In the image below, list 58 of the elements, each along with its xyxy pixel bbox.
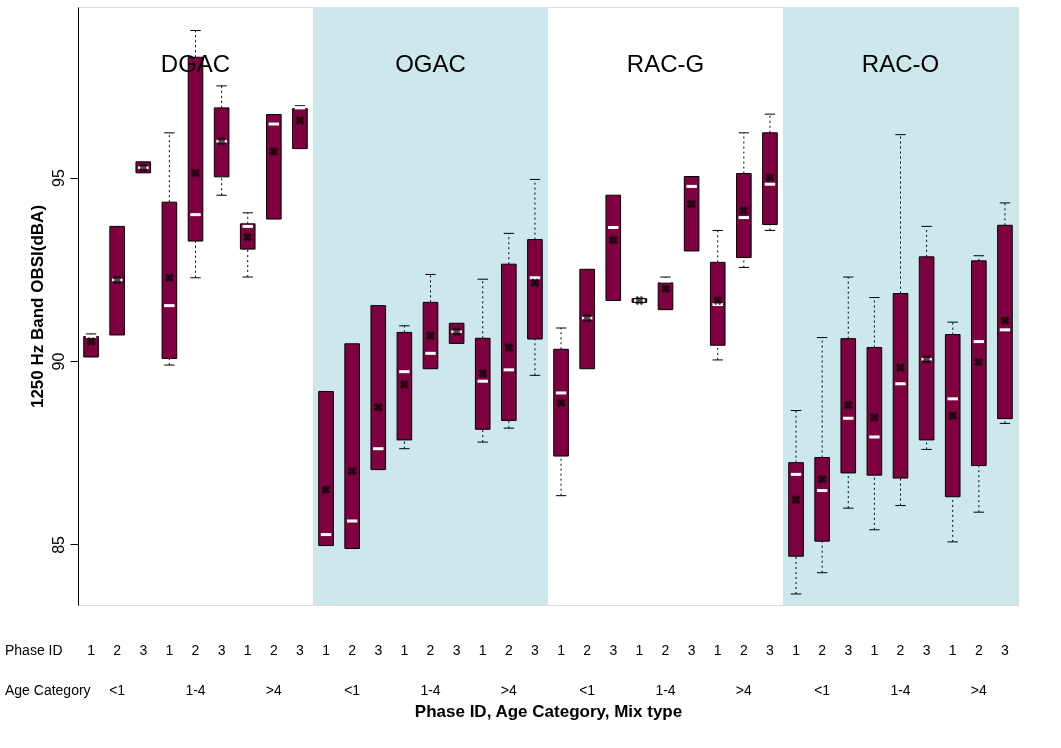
- x-tick-label: 1: [165, 642, 174, 658]
- text: >4: [500, 682, 518, 698]
- x-tick-label: 1: [322, 642, 331, 658]
- x-tick-label: 2: [426, 642, 435, 658]
- text: 1-4: [420, 682, 441, 698]
- x-tick-label: 1: [478, 642, 487, 658]
- y-axis-title: 1250 Hz Band OBSI(dBA): [27, 204, 47, 409]
- text: 1-4: [185, 682, 206, 698]
- text: <1: [109, 682, 126, 698]
- text: Phase ID: [5, 642, 63, 658]
- annotation: RAC-O: [861, 50, 940, 77]
- text: 1-4: [890, 682, 911, 698]
- x-tick-label: 1: [792, 642, 801, 658]
- y-tick-label: 85: [49, 535, 67, 554]
- x-tick-label: 1: [87, 642, 96, 658]
- annotation: OGAC: [395, 50, 466, 77]
- x-tick-label: 3: [609, 642, 618, 658]
- x-tick-label: 2: [348, 642, 357, 658]
- x-tick-label: 3: [139, 642, 148, 658]
- text: >4: [970, 682, 988, 698]
- text: <1: [814, 682, 831, 698]
- x-tick-label: 3: [1001, 642, 1010, 658]
- x-tick-label: 1: [713, 642, 722, 658]
- y-tick-label: 95: [49, 169, 67, 187]
- x-tick-label: 2: [583, 642, 592, 658]
- x-tick-label: 1: [948, 642, 957, 658]
- y-tick-label: 90: [49, 352, 67, 371]
- text: >4: [265, 682, 283, 698]
- text: <1: [579, 682, 596, 698]
- x-tick-label: 2: [191, 642, 200, 658]
- x-tick-label: 2: [739, 642, 748, 658]
- x-tick-label: 2: [661, 642, 670, 658]
- x-tick-label: 1: [635, 642, 644, 658]
- x-tick-label: 3: [374, 642, 383, 658]
- x-axis-title: Phase ID, Age Category, Mix type: [414, 701, 683, 721]
- x-tick-label: 2: [113, 642, 122, 658]
- x-tick-label: 3: [687, 642, 696, 658]
- x-tick-label: 1: [400, 642, 409, 658]
- x-tick-label: 3: [452, 642, 461, 658]
- x-tick-label: 1: [243, 642, 252, 658]
- x-tick-label: 1: [557, 642, 566, 658]
- x-tick-label: 2: [974, 642, 983, 658]
- x-tick-label: 3: [531, 642, 540, 658]
- x-tick-label: 3: [766, 642, 775, 658]
- annotation: RAC-G: [626, 50, 705, 77]
- x-tick-label: 3: [217, 642, 226, 658]
- text: 1-4: [655, 682, 676, 698]
- x-tick-label: 3: [922, 642, 931, 658]
- x-tick-label: 2: [818, 642, 827, 658]
- text: >4: [735, 682, 753, 698]
- text: Age Category: [5, 682, 91, 698]
- text: <1: [344, 682, 361, 698]
- x-tick-label: 1: [870, 642, 879, 658]
- x-tick-label: 3: [844, 642, 853, 658]
- x-tick-label: 2: [269, 642, 278, 658]
- x-tick-label: 3: [296, 642, 305, 658]
- x-tick-label: 2: [896, 642, 905, 658]
- x-tick-label: 2: [504, 642, 513, 658]
